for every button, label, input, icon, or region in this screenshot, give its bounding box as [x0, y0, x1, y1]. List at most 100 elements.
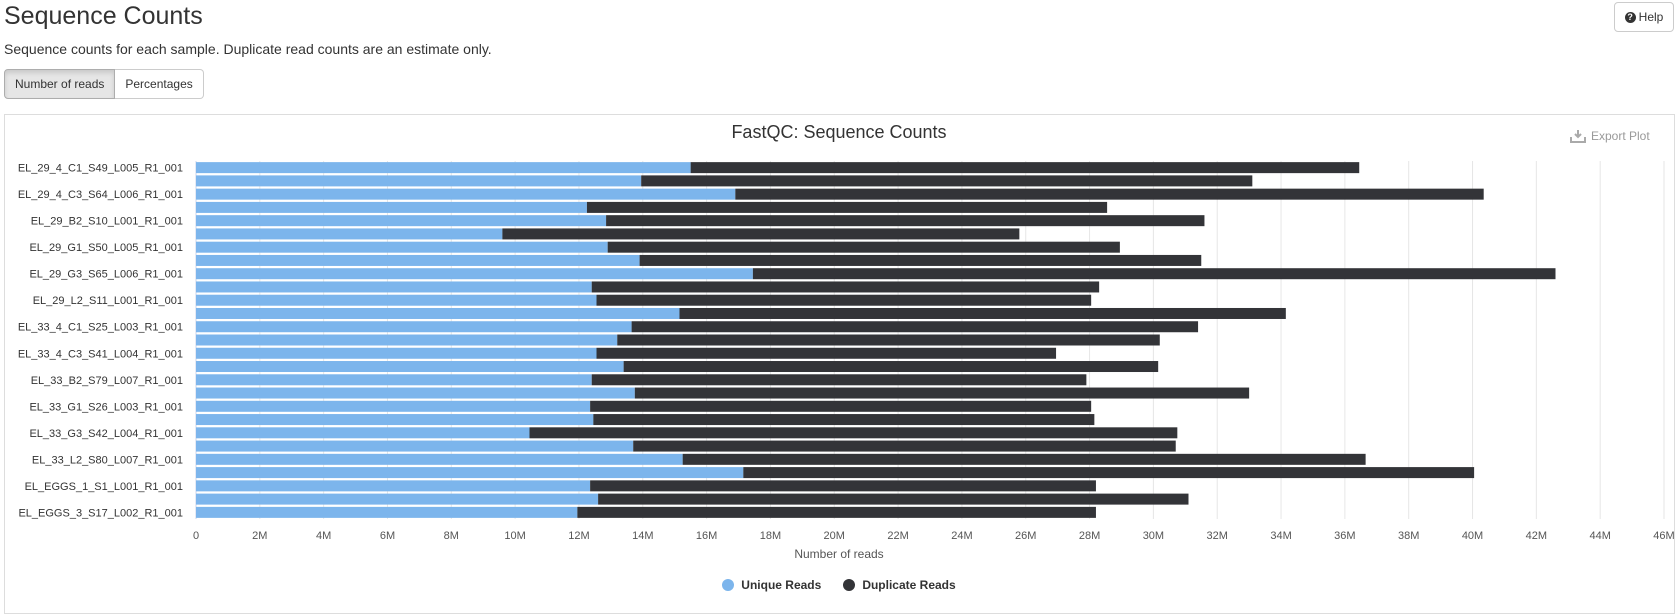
chart-legend: Unique Reads Duplicate Reads	[0, 578, 1678, 592]
bar-unique	[196, 414, 594, 426]
number-of-reads-button[interactable]: Number of reads	[4, 69, 116, 99]
help-button[interactable]: ? Help	[1614, 2, 1674, 32]
x-tick-label: 32M	[1207, 530, 1228, 542]
x-tick-label: 6M	[380, 530, 395, 542]
bar-unique	[196, 374, 592, 386]
y-category-label: EL_33_G1_S26_L003_R1_001	[29, 401, 183, 413]
x-tick-label: 38M	[1398, 530, 1419, 542]
x-tick-label: 14M	[632, 530, 653, 542]
x-tick-label: 40M	[1462, 530, 1483, 542]
bar-unique	[196, 321, 632, 333]
x-tick-label: 10M	[504, 530, 525, 542]
help-button-label: Help	[1638, 10, 1664, 24]
bar-unique	[196, 201, 587, 213]
bar-unique	[196, 334, 618, 346]
y-category-label: EL_33_4_C1_S25_L003_R1_001	[18, 322, 183, 334]
bar-duplicate	[529, 427, 1178, 439]
bar-duplicate	[598, 493, 1189, 505]
x-tick-label: 16M	[696, 530, 717, 542]
bar-duplicate	[631, 321, 1199, 333]
chart-title: FastQC: Sequence Counts	[731, 122, 947, 142]
bar-unique	[196, 162, 691, 174]
bar-duplicate	[591, 281, 1100, 293]
x-tick-label: 46M	[1653, 530, 1674, 542]
bar-duplicate	[577, 506, 1096, 518]
legend-item-duplicate-reads[interactable]: Duplicate Reads	[843, 578, 956, 592]
bar-unique	[196, 427, 530, 439]
bar-duplicate	[639, 254, 1202, 266]
bar-duplicate	[606, 215, 1205, 227]
bar-unique	[196, 400, 591, 412]
bar-duplicate	[641, 175, 1253, 187]
bar-unique	[196, 467, 744, 479]
bar-duplicate	[679, 307, 1286, 319]
x-tick-label: 22M	[887, 530, 908, 542]
page-description: Sequence counts for each sample. Duplica…	[4, 41, 492, 57]
bar-duplicate	[590, 400, 1092, 412]
x-tick-label: 28M	[1079, 530, 1100, 542]
bar-unique	[196, 175, 642, 187]
percentages-button[interactable]: Percentages	[115, 69, 204, 99]
export-plot-button[interactable]: Export Plot	[1570, 129, 1650, 143]
bar-duplicate	[591, 374, 1087, 386]
x-tick-label: 34M	[1270, 530, 1291, 542]
bar-duplicate	[634, 387, 1250, 399]
bar-unique	[196, 440, 634, 452]
y-category-label: EL_33_G3_S42_L004_R1_001	[29, 428, 183, 440]
bar-duplicate	[596, 347, 1057, 359]
download-icon	[1570, 130, 1586, 143]
bar-duplicate	[682, 453, 1366, 465]
legend-label-duplicate: Duplicate Reads	[862, 578, 956, 592]
export-plot-label: Export Plot	[1591, 129, 1650, 143]
y-category-label: EL_EGGS_3_S17_L002_R1_001	[18, 507, 183, 519]
x-tick-label: 12M	[568, 530, 589, 542]
x-tick-label: 42M	[1526, 530, 1547, 542]
y-category-label: EL_29_B2_S10_L001_R1_001	[31, 216, 183, 228]
bar-unique	[196, 506, 578, 518]
bar-duplicate	[633, 440, 1176, 452]
y-category-label: EL_33_4_C3_S41_L004_R1_001	[18, 348, 183, 360]
y-category-label: EL_33_B2_S79_L007_R1_001	[31, 375, 183, 387]
bar-duplicate	[596, 294, 1092, 306]
legend-marker-duplicate	[843, 579, 856, 591]
bar-unique	[196, 480, 591, 492]
bar-duplicate	[623, 361, 1159, 373]
plot-mode-toggle: Number of reads Percentages	[4, 69, 204, 99]
bar-unique	[196, 281, 592, 293]
y-category-label: EL_29_L2_S11_L001_R1_001	[33, 295, 183, 307]
bar-unique	[196, 254, 640, 266]
y-category-label: EL_29_4_C3_S64_L006_R1_001	[18, 189, 183, 201]
bar-unique	[196, 268, 753, 280]
bar-duplicate	[743, 467, 1475, 479]
bar-duplicate	[617, 334, 1160, 346]
bar-duplicate	[502, 228, 1020, 240]
bar-unique	[196, 241, 608, 253]
legend-marker-unique	[722, 579, 735, 591]
y-category-label: EL_EGGS_1_S1_L001_R1_001	[25, 481, 183, 493]
bar-duplicate	[590, 480, 1096, 492]
x-tick-label: 8M	[444, 530, 459, 542]
bar-unique	[196, 347, 597, 359]
bar-duplicate	[690, 162, 1360, 174]
x-tick-label: 2M	[252, 530, 267, 542]
x-tick-label: 0	[193, 530, 199, 542]
bar-unique	[196, 215, 607, 227]
bar-duplicate	[586, 201, 1108, 213]
bar-duplicate	[607, 241, 1120, 253]
bar-unique	[196, 387, 635, 399]
bar-unique	[196, 361, 624, 373]
bar-duplicate	[593, 414, 1095, 426]
y-category-label: EL_29_G3_S65_L006_R1_001	[29, 269, 183, 281]
y-category-label: EL_29_4_C1_S49_L005_R1_001	[18, 163, 183, 175]
bar-duplicate	[752, 268, 1556, 280]
x-tick-label: 18M	[760, 530, 781, 542]
bar-unique	[196, 307, 680, 319]
x-tick-label: 24M	[951, 530, 972, 542]
bar-unique	[196, 294, 597, 306]
bar-duplicate	[735, 188, 1484, 200]
legend-item-unique-reads[interactable]: Unique Reads	[722, 578, 821, 592]
legend-label-unique: Unique Reads	[741, 578, 822, 592]
page-title: Sequence Counts	[4, 2, 203, 30]
